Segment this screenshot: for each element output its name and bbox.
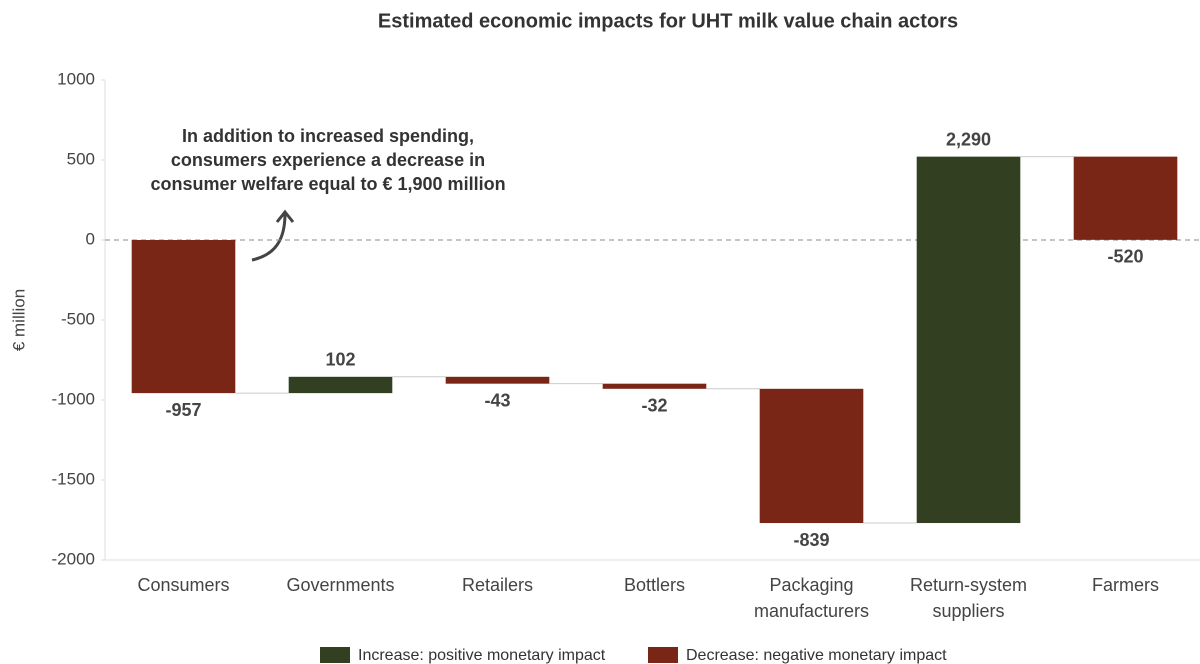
y-tick-label: 0 [86,229,95,248]
y-tick-label: 500 [67,149,95,168]
value-label: 102 [325,350,355,370]
bar [916,156,1021,524]
value-label: 2,290 [946,129,991,149]
y-tick-label: 1000 [57,69,95,88]
value-label: -32 [641,396,667,416]
annotation-arrowhead [275,209,295,223]
value-label: -43 [484,390,510,410]
x-tick-label: Governments [286,575,395,595]
bar [1073,156,1178,240]
y-axis-label: € million [9,289,28,351]
x-tick-label: Retailers [461,575,534,595]
legend-label: Increase: positive monetary impact [358,647,606,664]
y-tick-label: -2000 [52,549,95,568]
bar [759,388,864,524]
legend-swatch [320,647,350,663]
annotation: In addition to increased spending, [182,126,474,146]
value-label: -839 [793,530,829,550]
annotation: consumer welfare equal to € 1,900 millio… [150,174,505,194]
bar [288,376,393,394]
y-tick-label: -1500 [52,469,95,488]
bar [602,383,707,389]
x-tick-label: Return-system suppliers [909,575,1028,621]
x-tick-label: Farmers [1092,575,1159,595]
bar [131,240,236,394]
value-label: -957 [165,400,201,420]
value-label: -520 [1107,247,1143,267]
x-tick-label: Bottlers [623,575,686,595]
annotation-arrow [251,213,287,262]
chart-title: Estimated economic impacts for UHT milk … [378,10,958,32]
legend-swatch [648,647,678,663]
x-tick-label: Consumers [137,575,230,595]
legend-label: Decrease: negative monetary impact [686,647,947,664]
y-tick-label: -1000 [52,389,95,408]
bar [445,376,550,384]
x-tick-label: Packaging manufacturers [753,575,870,621]
y-tick-label: -500 [61,309,95,328]
annotation: consumers experience a decrease in [171,150,485,170]
